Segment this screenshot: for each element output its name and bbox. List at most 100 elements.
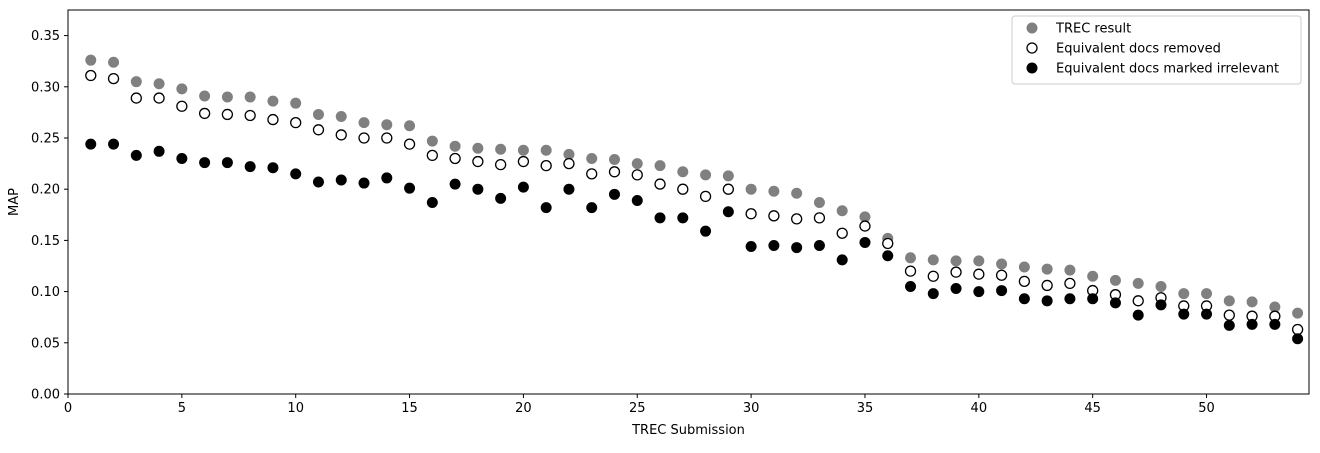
data-point <box>381 132 393 144</box>
x-axis-label: TREC Submission <box>631 423 745 438</box>
data-point <box>1018 261 1030 273</box>
data-point <box>996 258 1008 270</box>
data-point <box>540 159 552 172</box>
data-point <box>1223 309 1235 321</box>
data-point <box>654 178 666 190</box>
data-point <box>312 108 324 120</box>
data-point <box>859 236 871 248</box>
data-point <box>1292 333 1304 345</box>
plot-area <box>85 54 1304 345</box>
data-point <box>1132 277 1144 289</box>
x-tick-label: 20 <box>515 401 532 416</box>
data-point <box>449 140 461 152</box>
y-tick-label: 0.05 <box>31 336 60 351</box>
data-point <box>745 241 757 253</box>
data-point <box>381 172 393 184</box>
data-point <box>1292 307 1304 319</box>
axes-frame <box>67 9 1310 395</box>
data-point <box>950 255 962 267</box>
data-point <box>563 148 575 160</box>
legend-entry: Equivalent docs marked irrelevant <box>1056 62 1279 77</box>
data-point <box>1041 295 1053 307</box>
y-tick-label: 0.35 <box>31 29 60 44</box>
data-point <box>813 197 825 209</box>
data-point <box>108 56 120 68</box>
data-point <box>700 169 712 181</box>
legend-marker <box>1026 62 1038 74</box>
data-point <box>768 240 780 252</box>
data-point <box>882 237 894 250</box>
data-point <box>1201 288 1213 300</box>
data-point <box>950 283 962 295</box>
data-point <box>973 268 985 280</box>
data-point <box>426 149 438 162</box>
data-point <box>335 110 347 122</box>
data-point <box>608 188 620 200</box>
data-point <box>700 225 712 237</box>
data-point <box>335 174 347 186</box>
data-point <box>768 210 780 222</box>
data-point <box>927 270 939 282</box>
x-tick-label: 30 <box>743 401 760 416</box>
x-tick-label: 35 <box>857 401 874 416</box>
data-point <box>836 227 848 239</box>
y-tick-label: 0.30 <box>31 80 60 95</box>
data-point <box>1223 319 1235 331</box>
x-tick-label: 45 <box>1084 401 1101 416</box>
data-point <box>176 152 188 164</box>
data-point <box>631 194 643 206</box>
data-point <box>927 254 939 266</box>
data-point <box>290 97 302 109</box>
data-point <box>973 255 985 267</box>
data-point <box>1132 309 1144 321</box>
data-point <box>267 162 279 174</box>
data-point <box>107 72 120 85</box>
series-3 <box>85 138 1304 345</box>
x-tick-label: 25 <box>629 401 646 416</box>
legend-box <box>1011 15 1302 85</box>
data-point <box>1109 274 1121 286</box>
data-point <box>358 117 370 129</box>
data-point <box>745 183 757 195</box>
data-point <box>130 92 142 104</box>
data-point <box>1178 308 1190 320</box>
data-point <box>1269 318 1281 330</box>
data-point <box>654 212 666 224</box>
y-tick-label: 0.15 <box>31 234 60 249</box>
data-point <box>267 113 279 126</box>
data-point <box>199 157 211 169</box>
data-point <box>290 168 302 180</box>
data-point <box>312 124 325 136</box>
data-point <box>517 181 529 193</box>
data-point <box>244 109 256 122</box>
data-point <box>517 144 529 156</box>
data-point <box>699 190 712 203</box>
data-point <box>1041 263 1053 275</box>
data-point <box>312 176 324 188</box>
data-point <box>494 158 507 171</box>
data-point <box>153 78 165 90</box>
data-point <box>836 205 848 217</box>
data-point <box>540 144 552 156</box>
data-point <box>1064 293 1076 305</box>
data-point <box>1291 323 1304 336</box>
data-point <box>996 285 1008 297</box>
data-point <box>358 177 370 189</box>
data-point <box>813 212 826 224</box>
data-point <box>927 288 939 300</box>
data-point <box>608 154 620 166</box>
data-point <box>973 286 985 298</box>
data-point <box>995 269 1008 281</box>
data-point <box>221 157 233 169</box>
data-point <box>859 211 871 223</box>
data-point <box>836 254 848 266</box>
data-point <box>1018 293 1030 305</box>
data-point <box>426 135 438 147</box>
data-point <box>631 169 643 181</box>
data-point <box>130 149 142 161</box>
data-point <box>905 280 917 292</box>
data-point <box>791 242 803 254</box>
legend-entry: Equivalent docs removed <box>1056 42 1221 57</box>
data-point <box>1269 301 1281 313</box>
